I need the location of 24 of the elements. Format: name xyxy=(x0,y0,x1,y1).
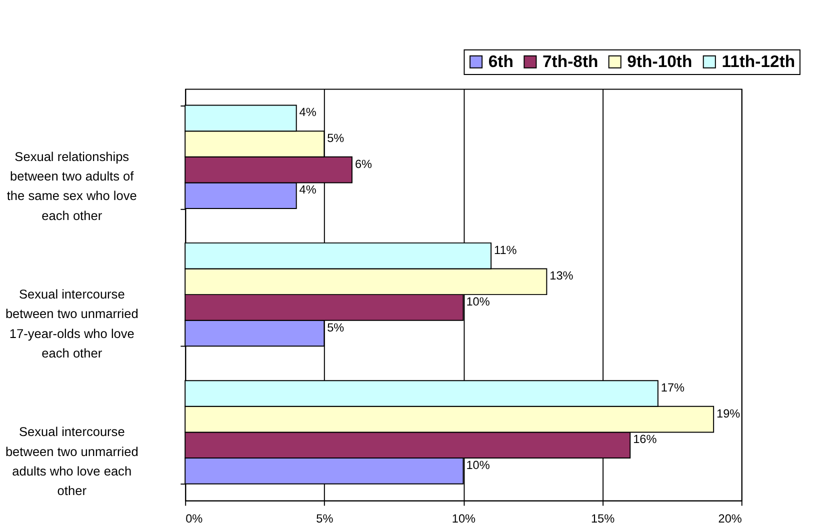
x-tick-label: 5% xyxy=(316,511,334,523)
y-tick-label: Sexual intercourse between two unmarried 17-year-olds who love each other xyxy=(5,286,138,361)
y-tick-label: Sexual relationships between two adults of the same sex who love each other xyxy=(6,148,137,223)
data-label: 16% xyxy=(633,432,658,446)
data-label: 17% xyxy=(660,380,686,395)
x-tick-label: 20% xyxy=(718,511,742,523)
data-label: 4% xyxy=(299,105,317,120)
data-label: 6% xyxy=(354,156,372,171)
x-tick-label: 0% xyxy=(186,511,204,523)
legend-label: 7th-8th xyxy=(542,52,598,71)
data-label: 4% xyxy=(299,182,317,197)
legend-label: 11th-12th xyxy=(722,52,796,71)
x-tick-label: 10% xyxy=(452,511,476,523)
data-label: 13% xyxy=(550,268,574,283)
data-label: 5% xyxy=(327,320,345,334)
data-label: 10% xyxy=(466,458,490,472)
data-label: 19% xyxy=(716,406,741,420)
x-tick-label: 15% xyxy=(590,511,616,523)
y-tick-label: Sexual intercourse between two unmarried adults who love each other xyxy=(5,424,138,498)
legend-label: 9th-10th xyxy=(627,52,692,71)
data-label: 5% xyxy=(327,131,345,146)
data-label: 11% xyxy=(494,242,518,257)
legend-label: 6th xyxy=(488,52,514,71)
data-label: 10% xyxy=(466,294,490,308)
